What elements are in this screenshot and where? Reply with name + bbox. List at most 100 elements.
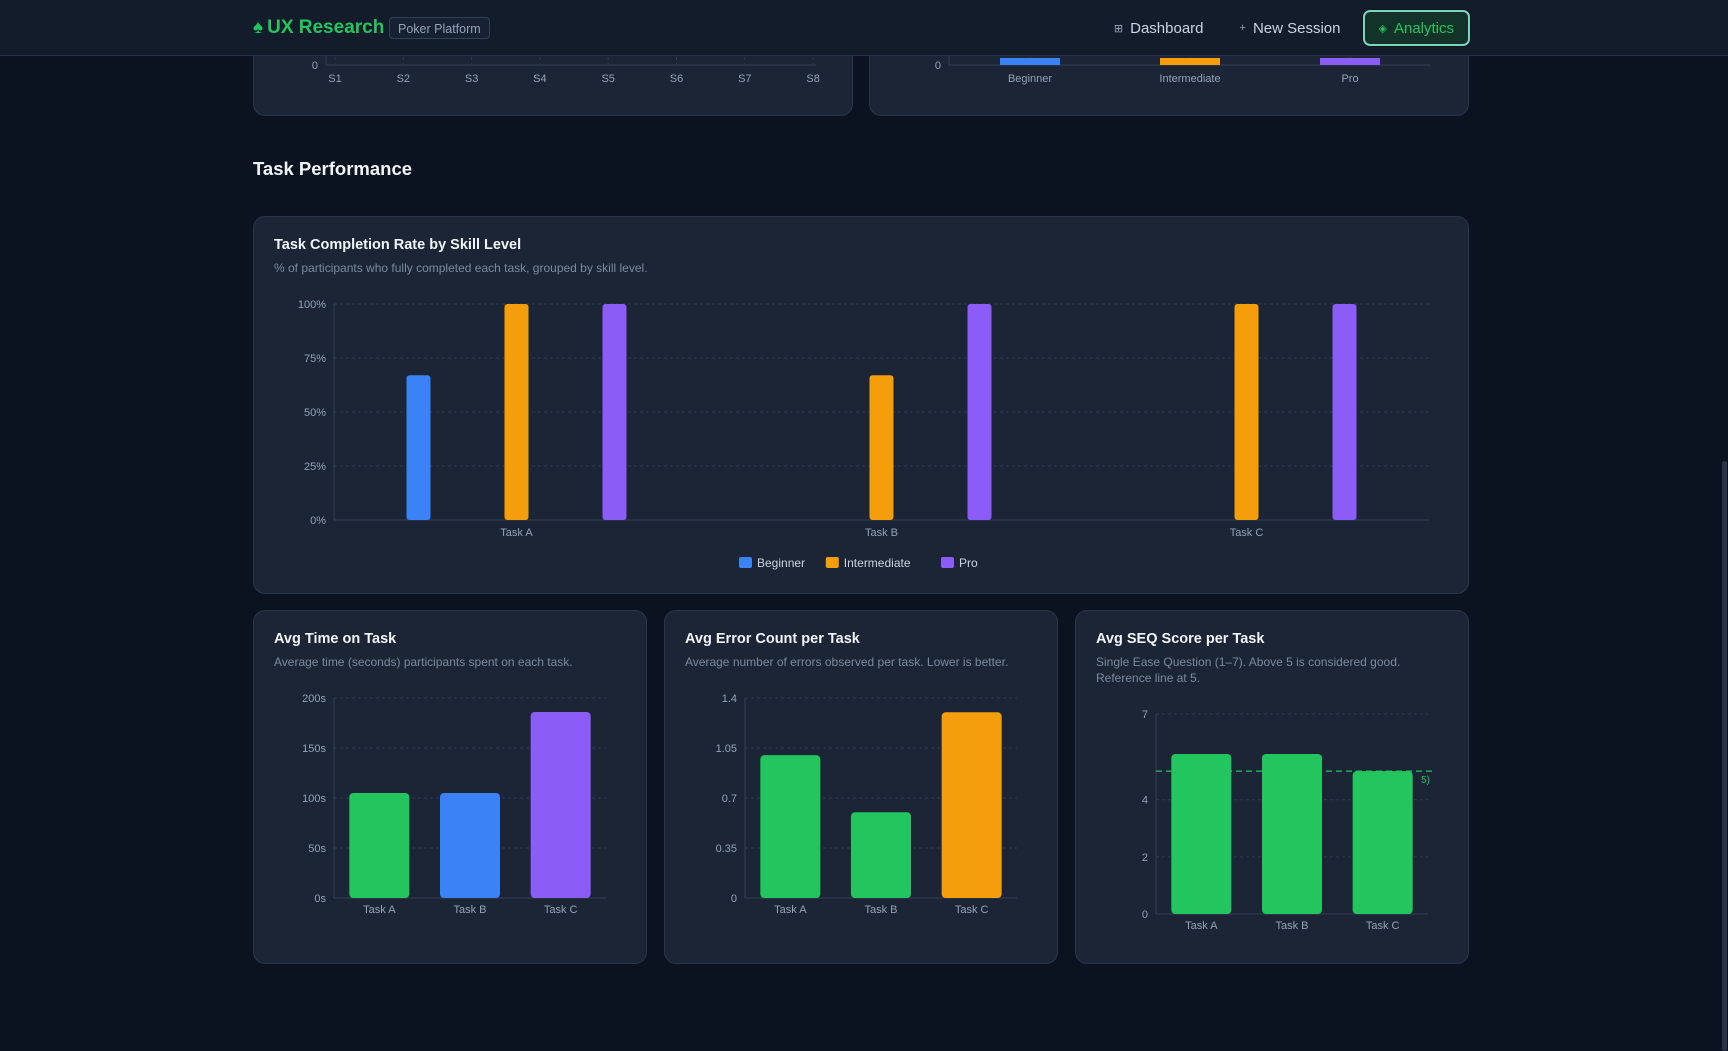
bar bbox=[941, 712, 1002, 898]
x-tick-label: Intermediate bbox=[1159, 73, 1220, 85]
bar bbox=[851, 812, 911, 898]
card-subtitle: % of participants who fully completed ea… bbox=[274, 261, 648, 275]
skill-distribution-chart: 0 Beginner Intermediate Pro bbox=[935, 21, 1430, 85]
platform-badge: Poker Platform bbox=[389, 17, 490, 39]
completion-rate-card: Task Completion Rate by Skill Level % of… bbox=[253, 216, 1469, 594]
top-navbar: ♠ UX Research Poker Platform ⊞ Dashboard… bbox=[0, 0, 1728, 56]
bar bbox=[504, 304, 529, 520]
y-tick-label: 0% bbox=[310, 515, 326, 527]
x-tick-label: Task C bbox=[1366, 920, 1400, 932]
y-tick-label: 0 bbox=[935, 60, 941, 72]
avg-errors-card: Avg Error Count per Task Average number … bbox=[664, 610, 1058, 964]
avg-time-card: Avg Time on Task Average time (seconds) … bbox=[253, 610, 647, 964]
x-tick-label: S6 bbox=[670, 73, 683, 85]
card-title: Avg SEQ Score per Task bbox=[1096, 631, 1265, 647]
x-tick-label: Task A bbox=[1185, 920, 1218, 932]
completion-rate-chart: 0% 25% 50% 75% 100% Task A Task B Task C Beginne… bbox=[298, 299, 1429, 570]
x-tick-label: Task A bbox=[363, 904, 396, 916]
x-tick-label: S4 bbox=[533, 73, 546, 85]
nav-new-session[interactable]: + New Session bbox=[1226, 10, 1355, 46]
bar bbox=[1320, 58, 1380, 65]
y-tick-label: 1.4 bbox=[722, 693, 737, 705]
nav-analytics-label: Analytics bbox=[1393, 19, 1454, 37]
x-tick-label: Task A bbox=[774, 904, 807, 916]
card-title: Avg Error Count per Task bbox=[685, 631, 860, 647]
y-tick-label: 50s bbox=[308, 843, 326, 855]
y-tick-label: 7 bbox=[1142, 709, 1148, 721]
bar bbox=[760, 755, 821, 898]
bar bbox=[1160, 58, 1220, 65]
x-tick-label: Task B bbox=[1275, 920, 1308, 932]
bar bbox=[602, 304, 627, 520]
card-title: Task Completion Rate by Skill Level bbox=[274, 237, 522, 253]
nav-new-session-label: New Session bbox=[1252, 19, 1341, 37]
x-tick-label: S2 bbox=[397, 73, 410, 85]
section-title: Task Performance bbox=[253, 158, 413, 179]
plus-icon: + bbox=[1239, 22, 1246, 34]
x-tick-label: Task C bbox=[955, 904, 989, 916]
scrollbar-track[interactable] bbox=[1722, 56, 1728, 1051]
bar bbox=[869, 375, 894, 520]
x-tick-label: Task B bbox=[453, 904, 486, 916]
spade-icon: ♠ bbox=[253, 17, 264, 38]
y-tick-label: 75% bbox=[304, 353, 326, 365]
bar bbox=[1234, 304, 1259, 520]
legend-label: Pro bbox=[959, 556, 978, 570]
bar bbox=[1262, 754, 1322, 914]
scrollbar-thumb[interactable] bbox=[1722, 461, 1727, 1051]
y-tick-label: 2 bbox=[1142, 852, 1148, 864]
nav-dashboard-label: Dashboard bbox=[1130, 19, 1204, 37]
bar bbox=[1332, 304, 1357, 520]
y-tick-label: 0 bbox=[1142, 909, 1148, 921]
nav-dashboard[interactable]: ⊞ Dashboard bbox=[1100, 10, 1218, 46]
card-subtitle: Single Ease Question (1–7). Above 5 is c… bbox=[1096, 655, 1401, 685]
x-tick-label: S5 bbox=[601, 73, 614, 85]
bar bbox=[967, 304, 992, 520]
x-tick-label: S3 bbox=[465, 73, 478, 85]
bar bbox=[530, 712, 591, 898]
bar bbox=[440, 793, 500, 898]
bar bbox=[349, 793, 410, 898]
reference-label: 5) bbox=[1421, 775, 1430, 786]
x-tick-label: Task C bbox=[1230, 527, 1264, 539]
x-tick-label: Task B bbox=[865, 527, 898, 539]
main-nav: ⊞ Dashboard + New Session ◈ Analytics bbox=[1100, 10, 1470, 46]
brand[interactable]: ♠ UX Research bbox=[253, 16, 384, 40]
bar bbox=[406, 375, 431, 520]
y-tick-label: 0.7 bbox=[722, 793, 737, 805]
y-tick-label: 0 bbox=[731, 893, 737, 905]
x-tick-label: Beginner bbox=[1008, 73, 1052, 85]
legend-swatch bbox=[739, 557, 752, 568]
legend-swatch bbox=[825, 557, 839, 568]
card-subtitle: Average time (seconds) participants spen… bbox=[274, 655, 573, 669]
x-tick-label: S7 bbox=[738, 73, 751, 85]
card-subtitle: Average number of errors observed per ta… bbox=[685, 655, 1009, 669]
bar bbox=[1000, 58, 1060, 65]
legend-swatch bbox=[941, 557, 954, 568]
y-tick-label: 150s bbox=[302, 743, 326, 755]
y-tick-label: 200s bbox=[302, 693, 326, 705]
avg-seq-chart: 0 2 4 7 Task A Task B Task C 5) bbox=[1142, 709, 1434, 932]
bar bbox=[1352, 771, 1413, 914]
legend-label: Beginner bbox=[757, 556, 805, 570]
bar bbox=[1171, 754, 1232, 914]
nav-analytics[interactable]: ◈ Analytics bbox=[1362, 10, 1470, 46]
legend-label: Intermediate bbox=[844, 556, 911, 570]
x-tick-label: Task B bbox=[864, 904, 897, 916]
avg-errors-chart: 0 0.35 0.7 1.05 1.4 Task A Task B Task C bbox=[716, 693, 1017, 916]
x-tick-label: Task A bbox=[500, 527, 533, 539]
y-tick-label: 0 bbox=[312, 60, 318, 72]
y-tick-label: 100% bbox=[298, 299, 326, 311]
y-tick-label: 50% bbox=[304, 407, 326, 419]
y-tick-label: 4 bbox=[1142, 795, 1148, 807]
x-tick-label: S1 bbox=[328, 73, 341, 85]
x-tick-label: Pro bbox=[1341, 73, 1358, 85]
grid-icon: ⊞ bbox=[1113, 22, 1124, 35]
x-tick-label: Task C bbox=[544, 904, 578, 916]
analytics-icon: ◈ bbox=[1378, 22, 1387, 35]
avg-seq-card: Avg SEQ Score per Task Single Ease Quest… bbox=[1075, 610, 1469, 964]
brand-name: UX Research bbox=[267, 17, 385, 38]
y-tick-label: 0s bbox=[314, 893, 326, 905]
y-tick-label: 1.05 bbox=[716, 743, 737, 755]
y-tick-label: 25% bbox=[304, 461, 326, 473]
